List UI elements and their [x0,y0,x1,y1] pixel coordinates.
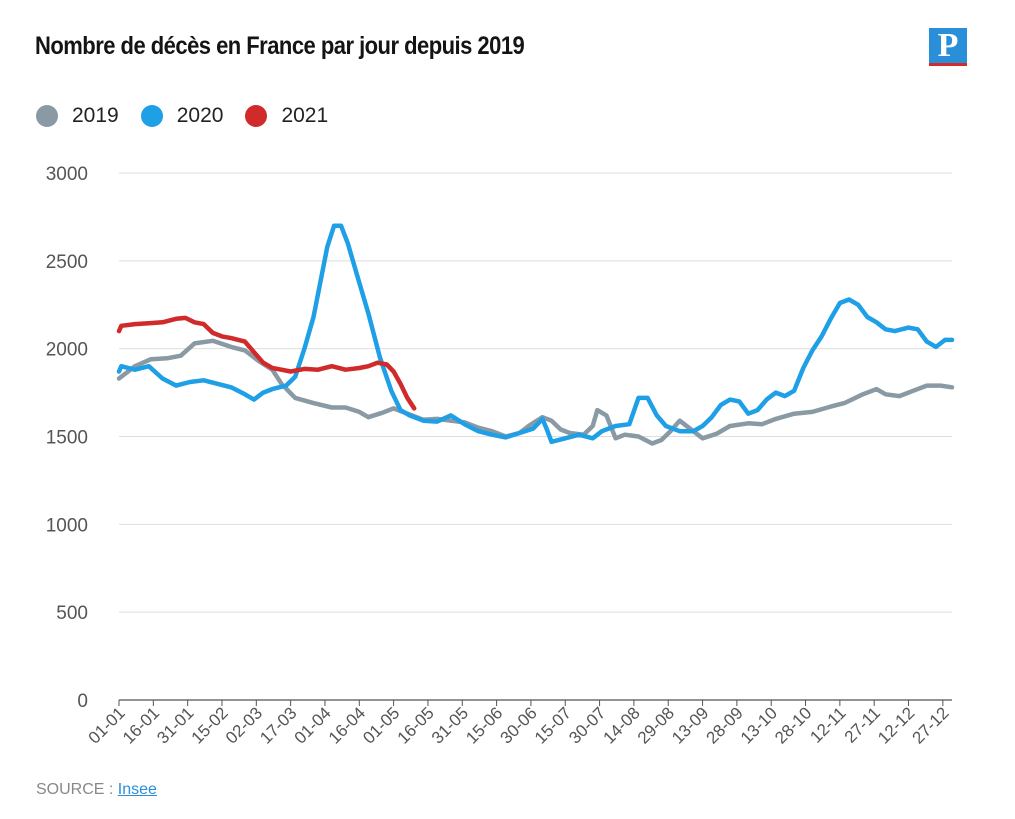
source-link[interactable]: Insee [117,781,157,798]
x-tick-label: 30-06 [497,703,541,747]
legend-item-2021[interactable]: 2021 [245,104,328,128]
x-tick-label: 15-06 [462,703,506,747]
x-tick-label: 16-05 [394,703,438,747]
legend-label-2019: 2019 [72,104,119,127]
y-tick-label: 1000 [46,515,88,536]
x-tick-label: 28-10 [771,703,815,747]
x-tick-label: 01-05 [359,703,403,747]
chart-series [116,223,955,446]
x-tick-label: 16-01 [119,703,163,747]
x-axis: 01-0116-0131-0115-0202-0317-0301-0416-04… [85,700,953,748]
chart-legend: 2019 2020 2021 [36,104,350,128]
y-tick-label: 3000 [46,164,88,185]
x-tick-label: 28-09 [703,703,747,747]
x-tick-label: 02-03 [222,703,266,747]
x-tick-label: 27-12 [908,703,952,747]
y-tick-label: 1500 [46,428,88,449]
source-label: SOURCE : [36,781,114,798]
brand-logo-icon[interactable]: P [929,28,967,66]
series-line-2021[interactable] [116,315,417,411]
x-tick-label: 17-03 [256,703,300,747]
x-tick-label: 30-07 [565,703,609,747]
series-line-2019[interactable] [116,338,955,446]
x-tick-label: 27-11 [841,703,884,746]
legend-swatch-2019 [36,105,58,127]
x-tick-label: 29-08 [634,703,678,747]
legend-swatch-2021 [245,105,268,127]
x-tick-label: 14-08 [600,703,644,747]
x-tick-label: 12-12 [874,703,918,747]
legend-swatch-2020 [140,105,163,127]
source-note: SOURCE : Insee [36,781,157,799]
chart-gridlines [119,172,952,701]
y-tick-label: 0 [77,691,88,712]
chart-title: Nombre de décès en France par jour depui… [35,32,525,60]
x-tick-label: 01-04 [291,703,335,747]
x-tick-label: 01-01 [85,703,129,747]
x-tick-label: 15-02 [188,703,232,747]
x-tick-label: 31-01 [153,703,197,747]
legend-label-2021: 2021 [281,104,329,127]
y-tick-label: 500 [56,603,88,624]
legend-item-2019[interactable]: 2019 [36,104,119,128]
series-line-2020[interactable] [116,223,955,445]
y-axis-ticks: 0 500 1000 1500 2000 2500 3000 [46,164,88,712]
legend-label-2020: 2020 [176,104,224,127]
y-tick-label: 2500 [46,252,88,273]
x-tick-label: 31-05 [428,703,472,747]
x-tick-label: 13-10 [737,703,781,747]
x-tick-label: 15-07 [531,703,575,747]
legend-item-2020[interactable]: 2020 [140,104,224,128]
y-tick-label: 2000 [46,340,88,361]
x-tick-label: 16-04 [325,703,369,747]
x-tick-label: 13-09 [668,703,712,747]
x-tick-label: 12-11 [806,703,849,746]
